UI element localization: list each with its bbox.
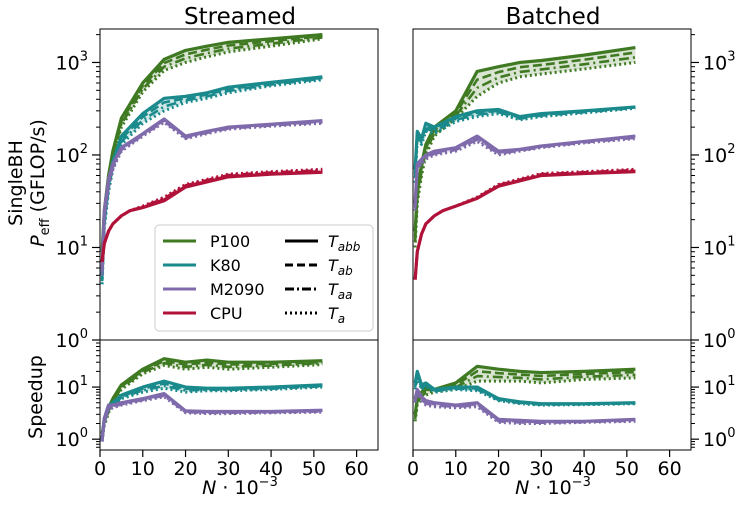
top-ylabel-sub: eff [38, 217, 53, 235]
legend-box [154, 224, 374, 332]
line-k80-aa [413, 106, 636, 179]
line-p100-ab [100, 34, 323, 256]
band-p100 [102, 358, 323, 438]
y-tick-label: 100 [56, 327, 88, 352]
line-cpu-ab [413, 169, 636, 280]
y-tick-label: 103 [703, 49, 735, 74]
panel-batched-perf: 100 101 102 103 [412, 28, 735, 352]
line-cpu-aa [413, 168, 636, 280]
legend-label-cpu: CPU [210, 304, 243, 323]
band-p100 [415, 366, 636, 422]
x-tick-label: 40 [572, 458, 596, 480]
line-p100-a [413, 60, 636, 248]
y-tick-label: 101 [56, 374, 88, 399]
y-tick-label: 101 [56, 234, 88, 259]
line-k80-a [413, 106, 636, 183]
xlabel-left: N · 10−3 [202, 475, 278, 499]
legend-label-p100: P100 [210, 232, 250, 251]
x-tick-label: 30 [529, 458, 553, 480]
top-ylabel-p: P [27, 235, 49, 247]
line-p100-ab [100, 359, 323, 435]
x-tick-label: 20 [486, 458, 510, 480]
line-p100-a [413, 376, 636, 422]
series-group [100, 33, 323, 285]
line-cpu-aa [100, 169, 323, 262]
x-tick-label: 10 [444, 458, 468, 480]
axes-frame [412, 28, 692, 341]
line-p100-abb [100, 33, 323, 252]
x-tick-label: 50 [302, 458, 326, 480]
y-tick-label: 103 [56, 49, 88, 74]
x-tick-label: 30 [216, 458, 240, 480]
band-cpu [415, 169, 636, 280]
legend-label-m2090: M2090 [210, 280, 265, 299]
x-tick-label: 60 [658, 458, 682, 480]
x-tick-label: 60 [345, 458, 369, 480]
line-m2090-aa [413, 389, 636, 425]
svg-text:N · 10−3: N · 10−3 [515, 475, 591, 499]
y-tick-label: 101 [703, 234, 735, 259]
line-m2090-a [100, 120, 323, 276]
y-tick-label: 102 [703, 142, 735, 167]
line-m2090-a [413, 390, 636, 425]
x-tick-label: 50 [615, 458, 639, 480]
legend-label-tabb: Tabb [328, 232, 361, 254]
line-p100-aa [100, 36, 323, 259]
line-k80-a [413, 376, 636, 407]
y-tick-label: 100 [703, 426, 735, 451]
axes-frame [412, 339, 692, 451]
xlabel-right: N · 10−3 [515, 475, 591, 499]
line-m2090-ab [100, 393, 323, 441]
x-tick-label: 40 [259, 458, 283, 480]
line-p100-ab [413, 51, 636, 237]
series-group [413, 364, 636, 425]
line-m2090-a [413, 137, 636, 211]
line-cpu-a [413, 167, 636, 280]
x-tick-label: 10 [131, 458, 155, 480]
line-m2090-a [100, 395, 323, 442]
x-tick-label: 20 [173, 458, 197, 480]
y-tick-label: 100 [56, 426, 88, 451]
svg-text:Peff (GFLOP/s): Peff (GFLOP/s) [27, 119, 53, 247]
bottom-ylabel: Speedup [25, 355, 47, 439]
svg-text:N · 10−3: N · 10−3 [202, 475, 278, 499]
legend-label-taa: Taa [328, 280, 353, 302]
legend-label-k80: K80 [210, 256, 241, 275]
y-tick-label: 102 [56, 142, 88, 167]
y-tick-label: 101 [703, 374, 735, 399]
axes-frame [99, 339, 379, 451]
legend-label-tab: Tab [328, 256, 353, 278]
line-cpu-abb [413, 170, 636, 280]
line-k80-a [100, 385, 323, 442]
x-tick-label: 0 [94, 458, 106, 480]
line-p100-ab [413, 369, 636, 417]
line-p100-abb [100, 357, 323, 434]
series-group [413, 45, 636, 280]
title-batched: Batched [506, 4, 601, 30]
y-tick-label: 100 [703, 327, 735, 352]
legend-label-ta: Ta [328, 304, 345, 326]
x-tick-label: 0 [407, 458, 419, 480]
top-ylabel: SingleBH Peff (GFLOP/s) [5, 119, 53, 247]
title-streamed: Streamed [184, 4, 296, 30]
top-ylabel-unit: (GFLOP/s) [27, 119, 49, 212]
series-group [100, 357, 323, 442]
svg-text:SingleBH: SingleBH [5, 140, 27, 226]
